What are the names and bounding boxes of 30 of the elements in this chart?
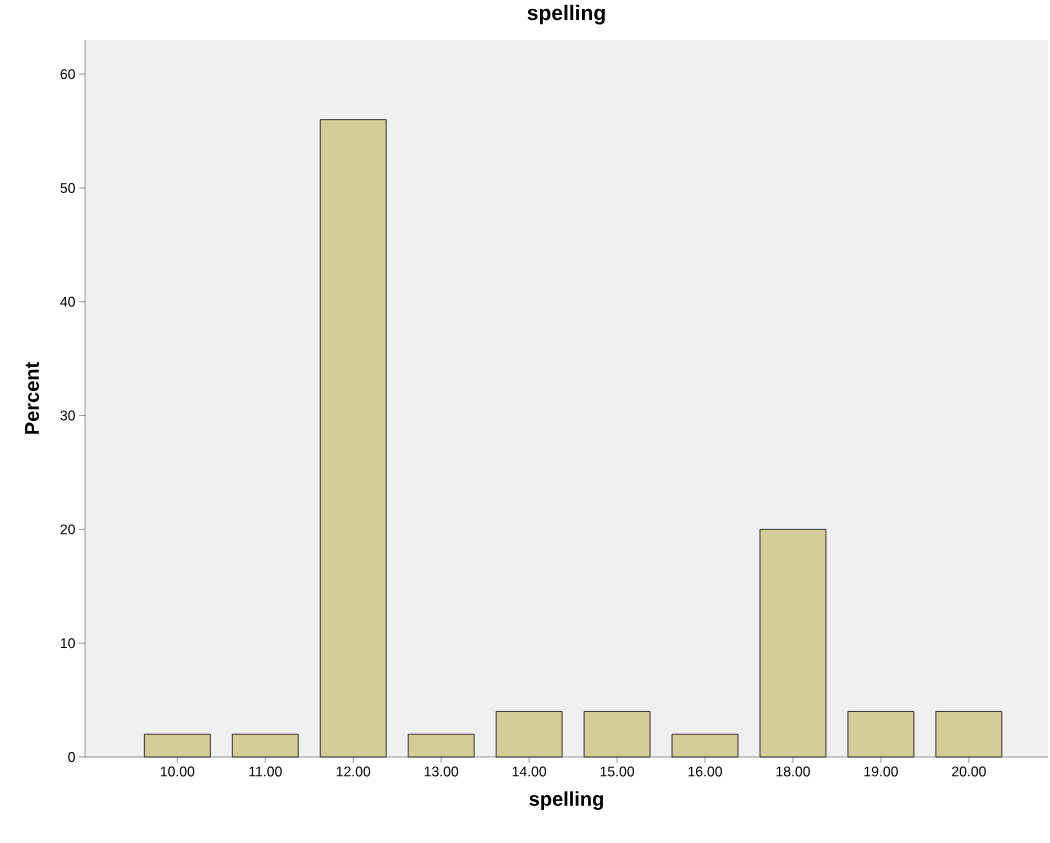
y-tick-label: 40 <box>60 296 75 307</box>
bar <box>671 733 739 758</box>
x-tick-label: 14.00 <box>512 766 547 777</box>
y-tick-label: 20 <box>60 524 75 535</box>
y-tick-label: 0 <box>68 752 75 762</box>
bar <box>143 733 211 758</box>
y-tick-label: 10 <box>60 638 75 649</box>
x-tick-label: 11.00 <box>249 766 282 777</box>
bar <box>407 733 475 758</box>
x-tick-label: 18.00 <box>776 766 810 777</box>
bar <box>847 710 915 758</box>
x-tick-label: 13.00 <box>424 766 459 777</box>
chart-title: spelling <box>527 4 605 25</box>
x-tick-label: 20.00 <box>952 766 986 777</box>
x-tick-label: 10.00 <box>160 766 195 777</box>
bar <box>583 710 651 758</box>
bar <box>935 710 1003 758</box>
x-tick-label: 12.00 <box>336 766 371 777</box>
x-tick-label: 16.00 <box>688 766 722 777</box>
x-tick-label: 19.00 <box>864 766 898 777</box>
x-tick-label: 15.00 <box>600 766 635 777</box>
y-tick-label: 60 <box>60 69 75 80</box>
bar <box>231 733 299 758</box>
y-tick-label: 50 <box>60 182 75 193</box>
y-axis-title: Percent <box>25 362 40 434</box>
x-axis-title: spelling <box>529 791 603 811</box>
y-tick-label: 30 <box>60 410 75 421</box>
bar <box>759 528 827 758</box>
bar <box>495 710 563 758</box>
bar <box>319 119 387 758</box>
